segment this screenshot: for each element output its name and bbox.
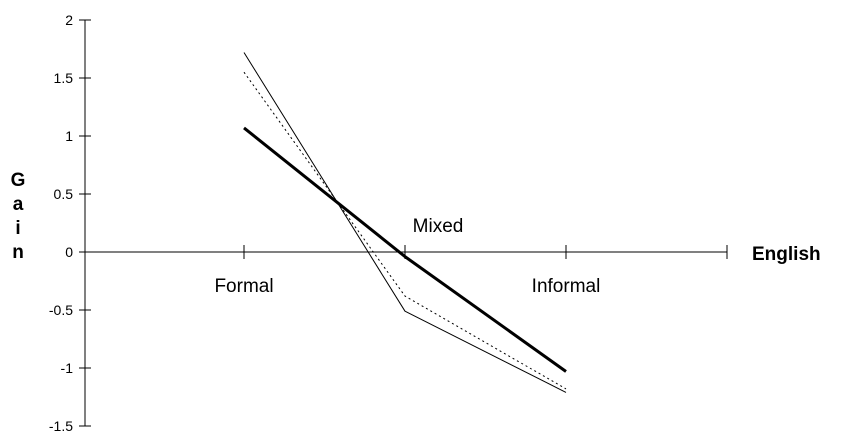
y-axis-title-letter: G (11, 170, 26, 191)
y-axis-title-letter: i (15, 218, 20, 239)
y-axis-title-letter: a (13, 194, 24, 215)
series-line-2 (243, 52, 567, 393)
series-line-1 (243, 126, 567, 373)
y-tick-label: 0 (65, 244, 73, 260)
y-tick-label: 1.5 (54, 70, 74, 86)
y-axis: 2 1.5 1 0.5 0 -0.5 -1 -1.5 (49, 12, 91, 434)
x-axis (85, 245, 728, 259)
y-tick-label: -1.5 (49, 418, 73, 434)
series-line-3 (243, 71, 567, 390)
y-tick-label: -1 (61, 360, 74, 376)
series-group (243, 52, 567, 393)
x-axis-title: English (752, 244, 821, 265)
category-label-formal: Formal (214, 276, 273, 297)
y-tick-label: -0.5 (49, 302, 73, 318)
category-label-mixed: Mixed (413, 216, 464, 237)
y-tick-label: 0.5 (54, 186, 74, 202)
y-tick-label: 2 (65, 12, 73, 28)
y-axis-title-letter: n (12, 242, 24, 263)
category-labels: Formal Mixed Informal (214, 216, 600, 297)
y-tick-label: 1 (65, 128, 73, 144)
category-label-informal: Informal (532, 276, 601, 297)
